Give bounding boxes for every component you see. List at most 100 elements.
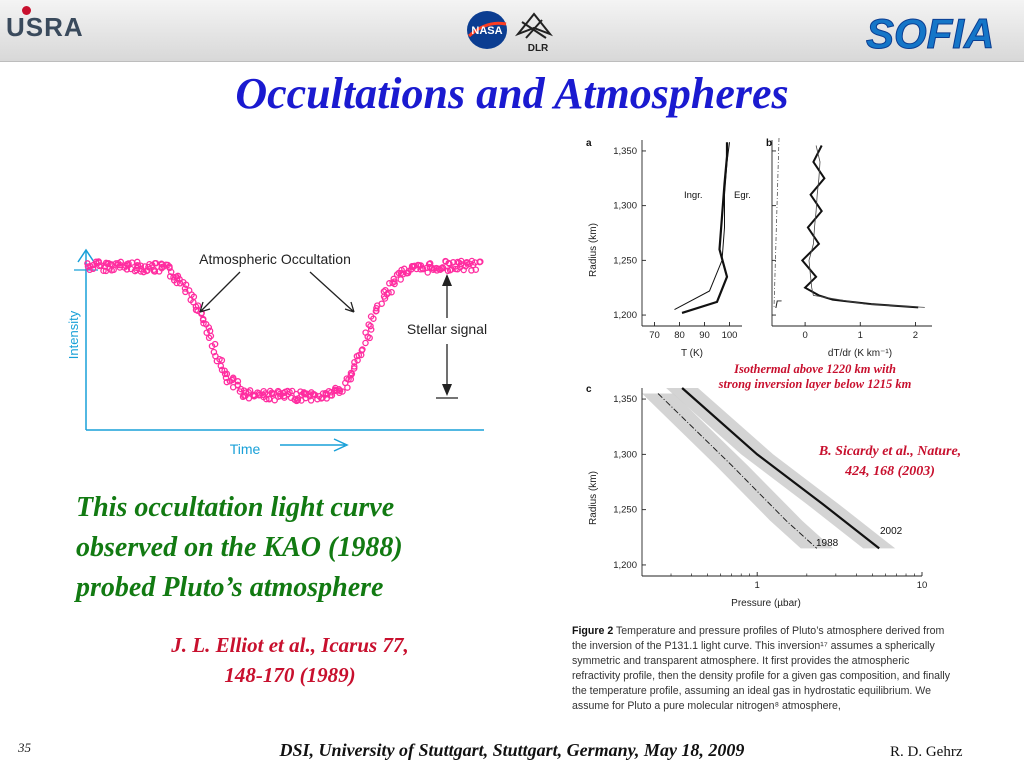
elliot-line1: J. L. Elliot et al., Icarus 77, — [171, 633, 409, 657]
light-curve-point — [208, 342, 216, 350]
light-curve-point — [388, 288, 395, 296]
footer-author: R. D. Gehrz — [890, 744, 963, 760]
light-curve-point — [365, 321, 372, 328]
light-curve-point — [260, 391, 267, 399]
light-curve-point — [100, 267, 107, 274]
panel-c-xlabel: Pressure (µbar) — [731, 598, 801, 609]
sicardy-line1: B. Sicardy et al., Nature, — [818, 444, 962, 459]
pressure-2002-line — [681, 387, 880, 550]
sofia-logo: SOFIA — [866, 10, 995, 55]
light-curve-point — [265, 395, 273, 402]
light-curve-point — [391, 278, 398, 285]
usra-logo-dot — [22, 6, 31, 15]
light-curve-point — [134, 258, 141, 266]
light-curve-point — [362, 329, 369, 336]
light-curve-point — [144, 267, 151, 274]
light-curve-point — [362, 339, 369, 347]
light-curve-point — [367, 326, 375, 333]
pressure-profile-chart: c Radius (km) 1 10 1,200 1,250 1,300 1,350 20… — [586, 384, 928, 609]
light-curve-point — [448, 266, 455, 273]
pressure-1988-line — [657, 393, 818, 549]
light-curve-point — [344, 384, 351, 391]
light-curve-point — [468, 267, 475, 274]
intensity-axis-arrow — [77, 248, 95, 263]
light-curve-point — [419, 265, 427, 273]
egress-arrow — [309, 271, 355, 313]
x-tick-label: 100 — [722, 330, 738, 341]
light-curve-point — [397, 276, 404, 283]
light-curve-point — [426, 260, 434, 267]
light-curve-point — [234, 378, 242, 385]
isothermal-note-line1: Isothermal above 1220 km with — [734, 362, 896, 376]
light-curve-point — [117, 258, 125, 266]
light-curve-point — [199, 315, 207, 323]
light-curve-point — [174, 272, 182, 280]
temperature-profile-chart: a b Radius (km) 70 80 90 100 1,200 1,250 1,300… — [586, 137, 932, 359]
light-curve-point — [166, 273, 174, 280]
light-curve-point — [223, 378, 231, 386]
slide-number: 35 — [18, 740, 31, 755]
light-curve-point — [207, 332, 215, 340]
light-curve-point — [343, 375, 351, 382]
light-curve-point — [268, 390, 276, 398]
light-curve-point — [439, 264, 446, 271]
light-curve-point — [294, 396, 302, 404]
figure-caption-text: Temperature and pressure profiles of Plu… — [572, 625, 951, 712]
y-tick-label: 1,250 — [613, 505, 637, 516]
dlr-logo: DLR — [514, 12, 554, 54]
light-curve-point — [176, 280, 184, 287]
x-tick-label: 0 — [802, 330, 807, 341]
light-curve-point — [348, 370, 356, 378]
uncertainty-band — [666, 388, 896, 549]
light-curve-point — [137, 262, 145, 269]
light-curve-point — [245, 395, 253, 402]
light-curve-point — [385, 289, 392, 296]
year-2002-label: 2002 — [880, 526, 903, 537]
header-bar: USRA NASA DLR SOFIA — [0, 0, 1024, 62]
light-curve-point — [263, 395, 270, 403]
light-curve-point — [123, 266, 131, 273]
y-tick-label: 1,350 — [613, 394, 637, 405]
nasa-logo: NASA — [467, 11, 507, 49]
ingress-label: Ingr. — [684, 190, 703, 201]
dlr-logo-text: DLR — [528, 43, 549, 54]
light-curve-point — [205, 334, 213, 342]
light-curve-point — [354, 356, 361, 364]
elliot-reference: J. L. Elliot et al., Icarus 77, 148-170 … — [120, 630, 460, 690]
light-curve-point — [415, 261, 423, 269]
light-curve-point — [472, 266, 480, 273]
light-curve-point — [288, 387, 296, 395]
adiabatic-reference-line — [773, 137, 780, 309]
panel-c-label: c — [586, 384, 592, 395]
sicardy-line2: 424, 168 (2003) — [845, 464, 935, 479]
light-curve-point — [200, 319, 207, 327]
figure-caption-label: Figure 2 — [572, 625, 614, 637]
light-curve-point — [327, 392, 334, 399]
footer-venue: DSI, University of Stuttgart, Stuttgart,… — [279, 740, 745, 760]
light-curve-point — [403, 269, 411, 277]
light-curve-point — [366, 334, 373, 342]
isothermal-note-line2: strong inversion layer below 1215 km — [718, 377, 912, 391]
figure-caption: Figure 2 Temperature and pressure profil… — [572, 624, 956, 714]
light-curve-point — [205, 324, 213, 331]
light-curve-point — [350, 365, 358, 372]
light-curve-point — [223, 370, 231, 378]
light-curve-point — [236, 388, 244, 395]
panel-c-ylabel: Radius (km) — [588, 471, 599, 525]
light-curve-point — [222, 374, 230, 381]
x-tick-label: 90 — [699, 330, 710, 341]
light-curve-point — [351, 363, 358, 370]
y-tick-label: 1,200 — [613, 310, 637, 321]
panel-a-ylabel: Radius (km) — [588, 223, 599, 277]
panel-a-xlabel: T (K) — [681, 348, 703, 359]
occultation-annotation: Atmospheric Occultation — [199, 251, 351, 267]
light-curve-point — [378, 300, 385, 307]
egress-label: Egr. — [734, 190, 751, 201]
kao-text-line1: This occultation light curve — [76, 492, 395, 523]
light-curve-point — [391, 280, 398, 288]
x-tick-label: 1 — [858, 330, 863, 341]
light-curve-point — [89, 265, 97, 273]
x-tick-label: 10 — [917, 580, 928, 591]
light-curve-point — [86, 266, 93, 274]
light-curve-point — [275, 388, 283, 396]
